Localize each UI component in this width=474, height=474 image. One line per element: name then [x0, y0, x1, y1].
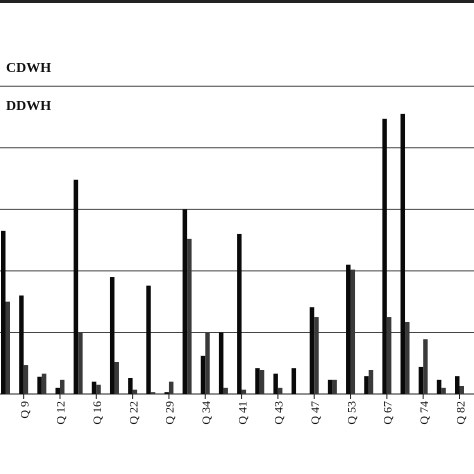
bar — [96, 384, 101, 394]
bar — [205, 332, 210, 394]
bar — [37, 376, 42, 394]
bar — [346, 264, 351, 394]
bar — [78, 332, 83, 394]
bar — [109, 277, 115, 394]
bar — [146, 285, 151, 394]
bar — [128, 377, 133, 394]
bar — [59, 379, 65, 394]
bar — [73, 179, 79, 394]
bar — [273, 373, 278, 394]
x-tick-label: Q 67 — [381, 401, 395, 425]
bar — [182, 209, 188, 394]
x-tick-label: Q 9 — [17, 401, 31, 419]
bar — [1, 230, 6, 394]
x-tick-label: Q 34 — [199, 401, 213, 425]
bar — [405, 321, 410, 394]
bar — [382, 118, 387, 395]
x-tick-label: Q 41 — [235, 401, 249, 425]
x-tick-label: Q 47 — [308, 401, 322, 425]
x-tick-label: Q 22 — [126, 401, 140, 425]
bar — [55, 387, 60, 394]
bar — [164, 392, 169, 394]
x-tick-label: Q 53 — [344, 401, 358, 425]
bar — [350, 269, 356, 394]
x-tick-label: Q 12 — [54, 401, 68, 425]
bar — [150, 392, 156, 394]
bar — [436, 379, 442, 394]
x-tick-label: Q 29 — [163, 401, 177, 425]
bar — [255, 368, 260, 394]
bar — [314, 317, 319, 394]
bar — [455, 376, 460, 394]
bar — [241, 389, 247, 394]
bar — [423, 339, 428, 394]
x-tick-label: Q 43 — [272, 401, 286, 425]
bar — [309, 307, 315, 394]
bar — [327, 379, 333, 394]
bar — [459, 385, 464, 394]
x-tick-label: Q 16 — [90, 401, 104, 425]
bar — [259, 369, 265, 394]
legend-label: DDWH — [6, 99, 51, 114]
bar — [41, 373, 47, 394]
bar — [386, 317, 392, 394]
bar — [441, 387, 446, 394]
bar — [91, 381, 97, 394]
bar — [368, 369, 374, 394]
bar — [5, 301, 10, 394]
bar — [23, 365, 29, 394]
legend-label: CDWH — [6, 61, 51, 76]
bar — [218, 332, 224, 394]
bar — [332, 379, 337, 394]
bar — [364, 376, 369, 394]
bar — [19, 295, 24, 394]
bar — [237, 233, 242, 394]
bar — [223, 387, 228, 394]
bar — [200, 355, 206, 394]
bar — [114, 361, 119, 394]
bar — [277, 387, 283, 394]
bar — [187, 238, 192, 394]
x-tick-label: Q 74 — [417, 401, 431, 425]
bar — [418, 366, 424, 394]
bar — [400, 113, 406, 394]
bar — [291, 368, 297, 394]
x-tick-label: Q 82 — [453, 401, 467, 425]
bar — [132, 389, 138, 394]
bar — [168, 381, 174, 394]
